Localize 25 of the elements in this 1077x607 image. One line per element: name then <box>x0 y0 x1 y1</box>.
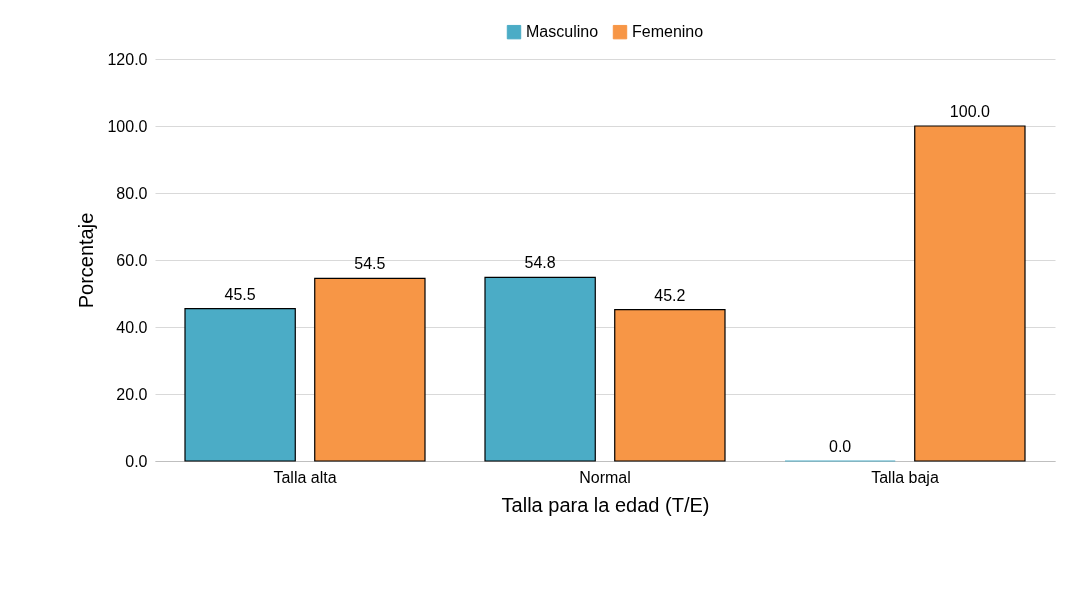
x-tick-label: Talla baja <box>871 468 939 486</box>
y-tick-label: 40.0 <box>116 318 148 336</box>
x-tick-label: Normal <box>579 468 631 486</box>
x-tick-label: Talla alta <box>273 468 337 486</box>
data-label: 54.5 <box>354 255 386 273</box>
y-tick-label: 100.0 <box>107 117 148 135</box>
data-label: 45.5 <box>224 285 256 303</box>
bar <box>914 125 1026 462</box>
y-tick-label: 60.0 <box>116 251 148 269</box>
bar <box>614 308 726 462</box>
y-tick-label: 80.0 <box>116 184 148 202</box>
y-tick-label: 20.0 <box>116 385 148 403</box>
data-label: 45.2 <box>654 286 686 304</box>
y-tick-label: 120.0 <box>107 50 148 68</box>
bar <box>184 307 296 462</box>
bar <box>484 276 596 462</box>
legend-label: Masculino <box>526 23 599 41</box>
y-tick-label: 0.0 <box>125 452 148 470</box>
data-label: 0.0 <box>829 438 852 455</box>
data-label: 100.0 <box>949 103 990 120</box>
legend-label: Femenino <box>632 23 704 41</box>
bar <box>314 277 426 462</box>
x-axis-title: Talla para la edad (T/E) <box>501 493 710 516</box>
data-label: 54.8 <box>524 254 556 272</box>
y-axis-title: Porcentaje <box>75 212 98 309</box>
